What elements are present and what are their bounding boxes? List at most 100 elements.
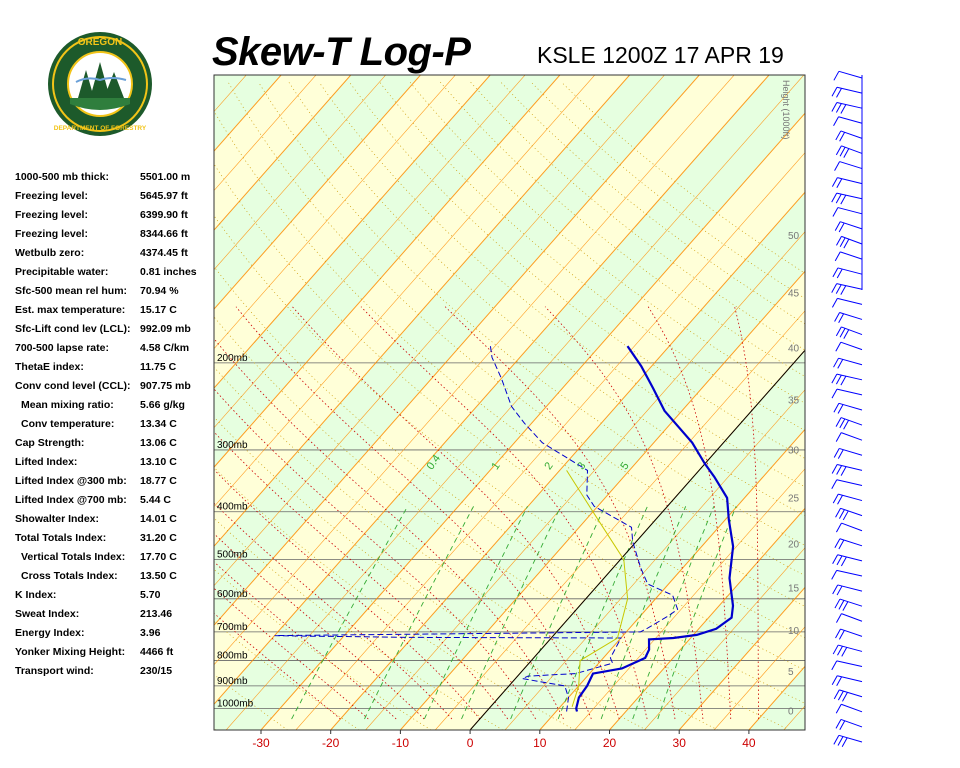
index-row: Sfc-500 mean rel hum: 70.94 % — [15, 282, 210, 301]
wind-barb — [840, 130, 863, 139]
wind-barb — [841, 432, 863, 441]
chart-title: Skew-T Log-P — [212, 30, 471, 74]
logo-text-bottom: DEPARTMENT OF FORESTRY — [54, 125, 147, 132]
wind-barb-flag — [834, 221, 841, 231]
index-value: 18.77 C — [140, 475, 177, 487]
wind-barb-flag — [836, 613, 842, 623]
dry-adiabat — [318, 81, 805, 488]
wind-barb-flag — [839, 720, 846, 731]
wind-barb-flag — [842, 510, 849, 521]
dry-adiabat — [349, 81, 805, 459]
wind-barb-flag — [835, 130, 842, 141]
wind-barb-flag — [831, 298, 838, 308]
wind-barb-flag — [836, 465, 843, 475]
dry-adiabat — [530, 81, 805, 299]
wind-barb — [841, 235, 863, 245]
index-row: Sweat Index: 213.46 — [15, 605, 210, 624]
index-row: Total Totals Index: 31.20 C — [15, 529, 210, 548]
logo-text-top: OREGON — [78, 37, 122, 48]
oregon-forestry-logo: OREGON DEPARTMENT OF FORESTRY — [48, 32, 152, 136]
wind-barb-flag — [837, 449, 844, 459]
wind-barb — [840, 628, 863, 637]
wind-barb-flag — [831, 464, 838, 474]
dry-adiabat — [227, 81, 805, 576]
dry-adiabat — [214, 728, 217, 730]
index-value: 13.34 C — [140, 418, 177, 430]
wind-barb-flag — [836, 88, 842, 98]
index-value: 230/15 — [140, 665, 173, 677]
height-tick-label: 20 — [788, 539, 800, 550]
mixing-ratio-line — [657, 506, 737, 720]
isotherm-line — [609, 507, 805, 730]
wind-barb-flag — [835, 719, 842, 729]
index-row: Mean mixing ratio: 5.66 g/kg — [15, 396, 210, 415]
wind-barb-flag — [839, 132, 846, 142]
temperature-tick-label: 20 — [603, 736, 617, 750]
wind-barb-flag — [835, 326, 842, 337]
wind-barb-flag — [832, 207, 839, 217]
moist-adiabat — [544, 306, 704, 720]
wind-barb-flag — [843, 238, 850, 249]
wind-barb-flag — [843, 148, 850, 158]
wind-barb-flag — [831, 87, 838, 97]
wind-barb-flag — [838, 630, 845, 640]
index-value: 5501.00 m — [140, 171, 191, 183]
index-value: 907.75 mb — [140, 380, 191, 392]
index-value: 31.20 C — [140, 532, 177, 544]
index-label: 1000-500 mb thick: — [15, 171, 109, 183]
index-value: 5.70 — [140, 589, 161, 601]
index-label: Cross Totals Index: — [21, 570, 118, 582]
temperature-trace — [575, 345, 735, 712]
wind-barb-flag — [834, 538, 841, 548]
wind-barb-flag — [835, 284, 842, 294]
wind-barb — [840, 417, 863, 426]
pressure-label: 500mb — [217, 550, 248, 561]
index-value: 5.66 g/kg — [140, 399, 185, 411]
index-row: Showalter Index: 14.01 C — [15, 510, 210, 529]
sounding-traces — [274, 343, 805, 730]
wind-barb-flag — [835, 508, 841, 518]
index-value: 3.96 — [140, 627, 161, 639]
index-label: Est. max temperature: — [15, 304, 126, 316]
pressure-label: 400mb — [217, 502, 248, 513]
dry-adiabat — [214, 163, 805, 639]
wind-barb-flag — [833, 403, 840, 413]
dry-adiabat — [214, 466, 575, 730]
index-row: Yonker Mixing Height: 4466 ft — [15, 643, 210, 662]
wind-barb-flag — [835, 103, 842, 113]
isotherm-line — [214, 75, 630, 547]
pressure-label: 800mb — [217, 651, 248, 662]
index-value: 15.17 C — [140, 304, 177, 316]
wind-barb-flag — [840, 104, 847, 114]
wind-barb-flag — [833, 357, 839, 368]
wind-barb-flag — [835, 374, 842, 385]
wind-barb-flag — [837, 645, 843, 656]
pressure-label: 600mb — [217, 589, 248, 600]
isotherm-line — [214, 75, 700, 626]
moist-adiabat — [214, 502, 453, 720]
index-value: 13.50 C — [140, 570, 177, 582]
dry-adiabat — [214, 517, 503, 730]
index-label: Energy Index: — [15, 627, 85, 639]
index-row: Cross Totals Index: 13.50 C — [15, 567, 210, 586]
wind-barb-flag — [841, 737, 848, 747]
wind-barb — [840, 507, 863, 517]
wind-barb-flag — [839, 418, 846, 429]
wind-barb-flag — [838, 313, 845, 323]
index-label: Total Totals Index: — [15, 532, 107, 544]
wind-barb — [841, 145, 863, 154]
temperature-tick-label: 30 — [673, 736, 687, 750]
wind-barb — [840, 718, 863, 728]
index-label: Yonker Mixing Height: — [15, 646, 126, 658]
index-label: Cap Strength: — [15, 437, 85, 449]
pressure-label: 900mb — [217, 676, 248, 687]
wind-barb — [836, 569, 863, 577]
plot-frame — [213, 74, 806, 731]
index-row: Wetbulb zero: 4374.45 ft — [15, 244, 210, 263]
wind-barb — [840, 251, 863, 260]
mixing-ratio-label: 2 — [542, 460, 555, 472]
wind-barb — [837, 207, 863, 215]
wind-barb-flag — [838, 509, 845, 519]
index-row: Cap Strength: 13.06 C — [15, 434, 210, 453]
